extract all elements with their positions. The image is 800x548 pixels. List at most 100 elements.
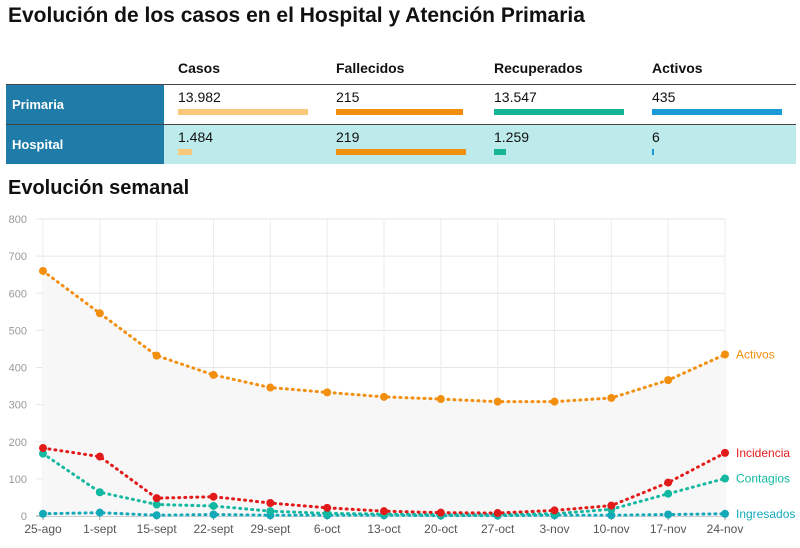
x-tick-label: 20-oct [424,522,458,536]
series-area-activos [43,270,725,516]
y-tick-label: 500 [9,325,27,337]
cell-primaria-recuperados: 13.547 [480,84,638,125]
data-point-activos [39,266,47,275]
data-point-ingresados [721,509,729,518]
data-point-contagios [266,507,275,516]
data-point-incidencia [380,507,388,516]
data-point-activos [607,393,616,402]
x-tick-label: 22-sept [193,522,234,536]
data-point-ingresados [39,509,47,518]
x-tick-label: 17-nov [650,522,687,536]
cell-primaria-activos: 435 [638,84,796,125]
bar-hospital-activos [652,149,654,155]
series-label-activos: Activos [736,348,775,362]
y-tick-label: 0 [21,511,27,523]
data-point-ingresados [664,510,673,519]
series-label-contagios: Contagios [736,472,790,486]
data-point-contagios [39,449,47,458]
bar-primaria-fallecidos [336,109,463,115]
data-point-incidencia [323,503,332,512]
summary-header-row: Casos Fallecidos Recuperados Activos [6,52,796,85]
data-point-ingresados [209,510,218,519]
data-point-activos [95,309,104,318]
value-hospital-recuperados: 1.259 [494,129,530,145]
value-hospital-casos: 1.484 [178,129,214,145]
data-point-incidencia [209,492,218,501]
y-tick-label: 400 [9,363,27,375]
x-tick-label: 6-oct [314,522,341,536]
data-point-activos [664,376,673,385]
data-point-activos [493,397,502,406]
bar-primaria-casos [178,109,308,115]
x-tick-label: 29-sept [250,522,291,536]
y-tick-label: 600 [9,288,27,300]
value-hospital-activos: 6 [652,129,660,145]
data-point-ingresados [95,508,104,517]
data-point-incidencia [152,494,161,503]
value-primaria-activos: 435 [652,89,676,105]
cell-hospital-fallecidos: 219 [322,124,480,164]
x-tick-label: 27-oct [481,522,515,536]
data-point-incidencia [39,444,47,453]
data-point-contagios [95,488,104,497]
data-point-incidencia [550,506,559,515]
data-point-activos [323,388,332,397]
data-point-contagios [152,500,161,509]
cell-hospital-casos: 1.484 [164,124,322,164]
data-point-contagios [209,501,218,510]
y-tick-label: 800 [9,214,27,226]
bar-primaria-activos [652,109,782,115]
y-tick-label: 200 [9,437,27,449]
weekly-line-chart: 0 100 200 300 400 500 600 700 800 25-ago 1-sept 15-… [9,214,796,536]
data-point-activos [380,392,388,401]
column-header-fallecidos: Fallecidos [336,60,405,76]
data-point-activos [266,383,275,392]
y-tick-label: 300 [9,400,27,412]
data-point-activos [209,370,218,379]
table-row-primaria: Primaria 13.982 215 13.547 435 [6,84,796,125]
page-title: Evolución de los casos en el Hospital y … [8,4,585,27]
x-tick-label: 25-ago [24,522,62,536]
data-point-incidencia [95,452,104,461]
data-point-contagios [664,489,673,498]
column-header-activos: Activos [652,60,703,76]
y-tick-label: 100 [9,474,27,486]
data-point-incidencia [607,501,616,510]
x-tick-label: 10-nov [593,522,630,536]
cell-primaria-fallecidos: 215 [322,84,480,125]
chart-title: Evolución semanal [8,177,190,199]
x-tick-label: 24-nov [707,522,744,536]
table-row-hospital: Hospital 1.484 219 1.259 6 [6,124,796,164]
x-tick-label: 3-nov [539,522,569,536]
value-primaria-casos: 13.982 [178,89,221,105]
data-point-incidencia [493,509,502,518]
data-point-ingresados [152,511,161,520]
data-point-activos [152,351,161,360]
summary-corner [6,52,164,85]
cell-primaria-casos: 13.982 [164,84,322,125]
series-label-incidencia: Incidencia [736,446,790,460]
row-label-primaria: Primaria [6,84,164,125]
bar-primaria-recuperados [494,109,624,115]
value-hospital-fallecidos: 219 [336,129,360,145]
series-label-ingresados: Ingresados [736,507,795,521]
row-label-hospital: Hospital [6,124,164,164]
cell-hospital-recuperados: 1.259 [480,124,638,164]
value-primaria-recuperados: 13.547 [494,89,537,105]
data-point-activos [550,397,559,406]
data-point-ingresados [607,511,616,520]
x-tick-label: 13-oct [367,522,401,536]
data-point-contagios [721,474,729,483]
bar-hospital-recuperados [494,149,506,155]
y-tick-label: 700 [9,251,27,263]
data-point-incidencia [436,508,445,517]
summary-table: Casos Fallecidos Recuperados Activos Pri… [6,52,796,164]
data-point-contagios [323,509,332,518]
data-point-activos [721,350,729,359]
bar-hospital-fallecidos [336,149,466,155]
cell-hospital-activos: 6 [638,124,796,164]
x-tick-label: 15-sept [137,522,178,536]
data-point-incidencia [721,448,729,457]
column-header-casos: Casos [178,60,221,76]
data-point-incidencia [664,478,673,487]
